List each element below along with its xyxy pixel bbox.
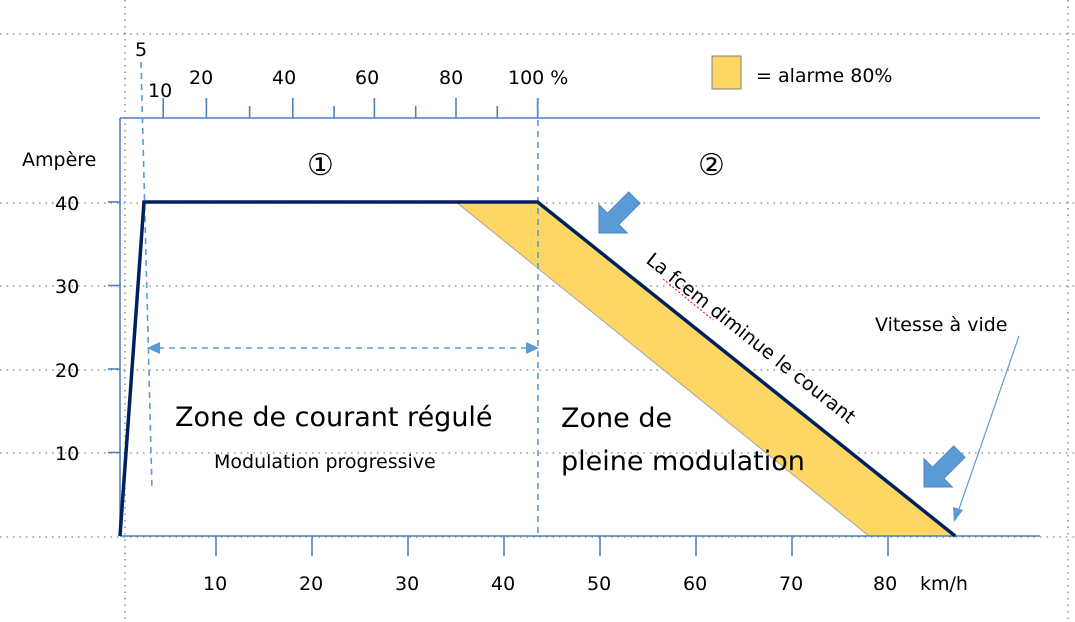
zone1-span-arrowheads [147,342,539,354]
alarm-band [454,201,957,537]
x-axis-ticks [215,536,889,556]
percent-label-80: 80 [439,67,463,89]
percent-label-40: 40 [272,67,296,89]
no-load-pointer-arrow-icon [953,507,963,522]
y-tick-label-20: 20 [55,360,79,382]
zone1-subtitle: Modulation progressive [214,451,436,473]
x-tick-label-50: 50 [587,573,611,595]
x-tick-label-70: 70 [779,573,803,595]
x-tick-label-60: 60 [683,573,707,595]
x-tick-label-20: 20 [299,573,323,595]
legend-label: = alarme 80% [756,65,892,87]
y-axis-ticks [108,201,120,454]
current-curve [118,200,957,538]
y-tick-label-40: 40 [55,193,79,215]
axes [119,117,1040,537]
down-left-block-arrow-icon [598,191,641,234]
x-tick-label-30: 30 [395,573,419,595]
zone1-marker: ① [307,148,334,183]
y-tick-label-30: 30 [55,276,79,298]
percent-label-10: 10 [148,80,172,102]
percent-label-20: 20 [189,67,213,89]
no-load-pointer-line [957,335,1020,513]
percent-label-60: 60 [355,67,379,89]
x-axis-unit: km/h [920,573,968,595]
spelling-underline [662,278,714,321]
percent-axis-ticks [162,98,539,118]
span-arrow-right-icon [526,342,539,354]
zone2-title-line1: Zone de [561,403,672,434]
guide-5pct [140,61,153,491]
percent-label-5: 5 [135,39,147,61]
y-tick-label-10: 10 [55,443,79,465]
zone2-marker: ② [698,148,725,183]
no-load-label: Vitesse à vide [875,314,1007,336]
percent-label-100: 100 % [508,67,568,89]
zone2-title-line2: pleine modulation [561,446,805,477]
span-arrow-left-icon [147,342,160,354]
dashed-guides [140,61,539,536]
block-arrow-upper [598,191,641,234]
legend-swatch [711,55,742,90]
zone1-title: Zone de courant régulé [175,402,493,433]
down-left-block-arrow-icon [923,445,966,488]
x-tick-label-40: 40 [491,573,515,595]
x-tick-label-10: 10 [203,573,227,595]
y-axis-title: Ampère [22,149,96,171]
block-arrow-lower [923,445,966,488]
x-tick-label-80: 80 [873,573,897,595]
